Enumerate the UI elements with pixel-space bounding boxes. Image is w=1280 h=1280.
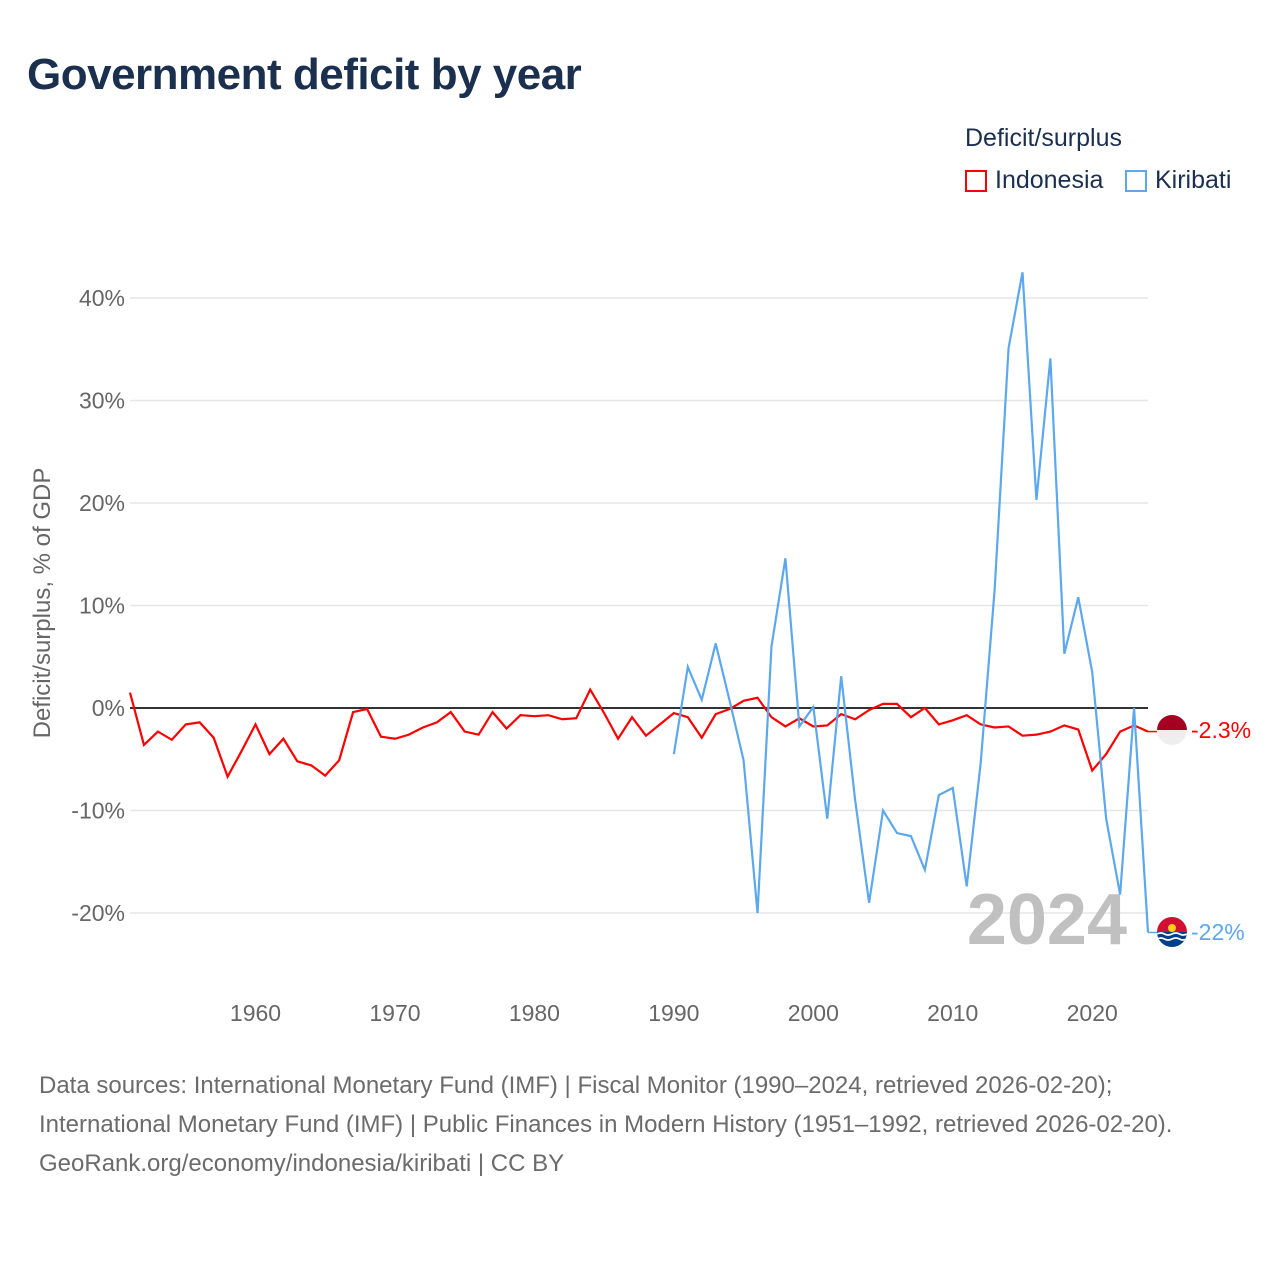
x-tick-label: 2020 <box>1067 1000 1118 1026</box>
legend-title: Deficit/surplus <box>965 124 1122 152</box>
x-tick-label: 2000 <box>788 1000 839 1026</box>
y-tick-label: 40% <box>79 285 125 311</box>
x-tick-label: 1980 <box>509 1000 560 1026</box>
year-watermark: 2024 <box>967 880 1127 960</box>
kiribati-end-label: -22% <box>1191 919 1245 945</box>
source-link[interactable]: GeoRank.org/economy/indonesia/kiribati |… <box>39 1150 565 1177</box>
y-tick-label: 10% <box>79 593 125 619</box>
series-lines <box>128 272 1157 934</box>
legend-label-indonesia: Indonesia <box>995 166 1104 194</box>
x-axis-ticks: 1960 1970 1980 1990 2000 2010 2020 <box>230 1000 1118 1026</box>
end-labels: -2.3% -22% <box>1157 715 1251 947</box>
legend-item-indonesia[interactable]: Indonesia <box>965 166 1103 195</box>
x-tick-label: 1970 <box>369 1000 420 1026</box>
y-tick-label: 0% <box>92 695 125 721</box>
legend-swatch-indonesia <box>965 169 987 192</box>
y-tick-label: -20% <box>71 900 125 926</box>
series-line-indonesia[interactable] <box>128 687 1149 780</box>
data-sources: Data sources: International Monetary Fun… <box>39 1072 1173 1138</box>
chart-title: Government deficit by year <box>27 50 582 99</box>
x-tick-label: 1960 <box>230 1000 281 1026</box>
x-tick-label: 1990 <box>648 1000 699 1026</box>
y-axis-label: Deficit/surplus, % of GDP <box>29 468 56 739</box>
legend-swatch-kiribati <box>1125 169 1147 192</box>
x-tick-label: 2010 <box>927 1000 978 1026</box>
kiribati-flag-icon <box>1157 917 1187 947</box>
y-tick-label: -10% <box>71 798 125 824</box>
y-tick-label: 20% <box>79 490 125 516</box>
series-line-kiribati[interactable] <box>672 272 1150 933</box>
legend-label-kiribati: Kiribati <box>1155 166 1232 194</box>
indonesia-end-label: -2.3% <box>1191 717 1251 743</box>
footer: Data sources: International Monetary Fun… <box>39 1066 1239 1183</box>
indonesia-flag-icon <box>1157 715 1187 745</box>
y-tick-label: 30% <box>79 388 125 414</box>
y-axis-ticks: 40% 30% 20% 10% 0% -10% -20% <box>71 285 125 926</box>
gridlines <box>130 297 1148 914</box>
legend-item-kiribati[interactable]: Kiribati <box>1125 166 1231 195</box>
